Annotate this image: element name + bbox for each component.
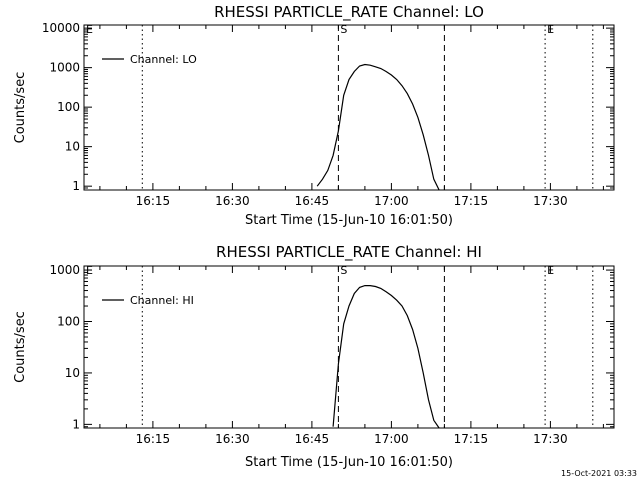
series-line [316, 63, 440, 191]
x-tick-label: 17:00 [374, 194, 409, 208]
x-tick-label: 16:45 [295, 432, 330, 446]
y-axis-label: Counts/sec [13, 72, 28, 144]
x-axis-label: Start Time (15-Jun-10 16:01:50) [245, 213, 453, 228]
plot-channel-hi: RHESSI PARTICLE_RATE Channel: HIESE16:15… [13, 243, 615, 470]
x-tick-label: 17:15 [454, 432, 489, 446]
y-tick-label: 1 [72, 179, 80, 193]
x-tick-label: 17:30 [533, 432, 568, 446]
plot-frame [83, 24, 615, 191]
footer-timestamp: 15-Oct-2021 03:33 [561, 469, 637, 478]
y-tick-label: 100 [57, 315, 80, 329]
y-tick-label: 1000 [49, 263, 80, 277]
plot-frame [83, 265, 615, 429]
y-tick-label: 100 [57, 100, 80, 114]
y-tick-label: 10000 [42, 21, 80, 35]
event-marker-label: E [86, 23, 93, 36]
plot-channel-lo: RHESSI PARTICLE_RATE Channel: LOESE16:15… [13, 3, 615, 228]
x-tick-label: 16:30 [215, 432, 250, 446]
x-tick-label: 16:45 [295, 194, 330, 208]
x-axis-label: Start Time (15-Jun-10 16:01:50) [245, 455, 453, 470]
y-tick-label: 1 [72, 417, 80, 431]
chart-title: RHESSI PARTICLE_RATE Channel: HI [216, 243, 482, 262]
legend-label: Channel: LO [130, 53, 197, 66]
legend-label: Channel: HI [130, 294, 194, 307]
y-tick-label: 1000 [49, 61, 80, 75]
x-tick-label: 17:15 [454, 194, 489, 208]
event-marker-label: S [340, 264, 347, 277]
x-tick-label: 16:15 [136, 194, 171, 208]
x-tick-label: 16:15 [136, 432, 171, 446]
y-tick-label: 10 [65, 366, 80, 380]
x-tick-label: 17:30 [533, 194, 568, 208]
series-line [332, 285, 440, 429]
x-tick-label: 16:30 [215, 194, 250, 208]
y-tick-label: 10 [65, 140, 80, 154]
x-tick-label: 17:00 [374, 432, 409, 446]
event-marker-label: S [340, 23, 347, 36]
y-axis-label: Counts/sec [13, 311, 28, 383]
chart-title: RHESSI PARTICLE_RATE Channel: LO [214, 3, 484, 22]
